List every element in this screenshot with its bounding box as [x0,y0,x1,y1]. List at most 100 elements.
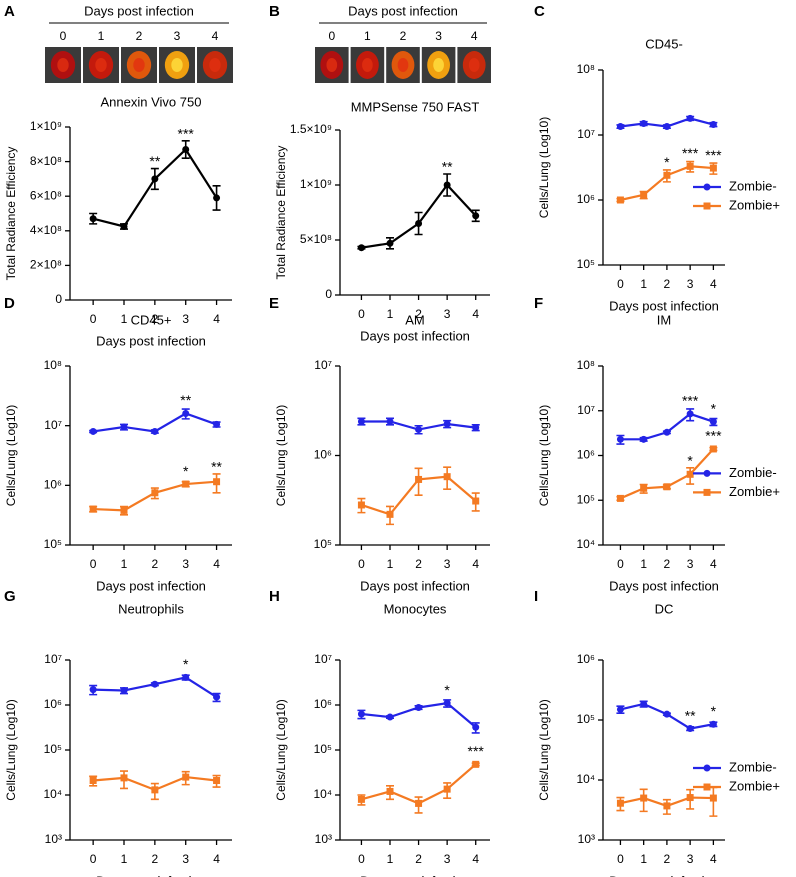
x-axis-label: Days post infection [609,578,719,593]
significance-label: *** [468,743,485,759]
y-tick-label: 10⁶ [577,652,595,666]
marker [640,794,648,802]
y-tick-label: 10⁵ [44,742,62,756]
image-strip-label: 4 [471,29,478,43]
x-tick-label: 4 [472,307,479,321]
y-axis-label: Cells/Lung (Log10) [274,699,288,800]
marker [120,687,128,695]
lung-signal-core [397,58,409,72]
marker [443,181,451,189]
marker [89,777,97,785]
marker [616,435,624,443]
marker [357,501,365,509]
lung-signal-core [57,58,69,72]
marker [151,680,159,688]
legend-label: Zombie+ [729,778,780,793]
image-strip-label: 1 [364,29,371,43]
significance-label: * [183,463,189,479]
y-tick-label: 10⁶ [577,448,595,462]
significance-label: ** [211,459,222,475]
marker [709,445,717,453]
x-tick-label: 2 [152,312,159,326]
significance-label: * [183,656,189,672]
x-tick-label: 2 [664,277,671,291]
marker [386,713,394,721]
x-tick-label: 1 [121,852,128,866]
panel-letter: G [4,588,16,605]
chart-title: Neutrophils [118,601,184,616]
marker [709,794,717,802]
marker [182,673,190,681]
marker [443,785,451,793]
legend-label: Zombie- [729,759,777,774]
significance-label: * [711,400,717,416]
marker [120,506,128,514]
marker [640,484,648,492]
significance-label: *** [705,147,722,163]
marker [443,473,451,481]
x-tick-label: 0 [358,852,365,866]
x-tick-label: 1 [387,557,394,571]
x-tick-label: 4 [213,557,220,571]
y-tick-label: 5×10⁸ [300,232,332,246]
x-tick-label: 4 [472,852,479,866]
x-tick-label: 0 [90,557,97,571]
chart-title: IM [657,312,671,327]
y-axis-label: Cells/Lung (Log10) [274,405,288,506]
y-tick-label: 10⁵ [577,492,595,506]
marker [686,114,694,122]
y-tick-label: 10⁶ [314,697,332,711]
y-tick-label: 10⁵ [314,742,332,756]
y-axis-label: Cells/Lung (Log10) [537,699,551,800]
y-tick-label: 4×10⁸ [30,223,62,237]
marker [663,802,671,810]
legend-marker [703,783,711,791]
panel-letter: E [269,295,279,312]
marker [472,760,480,768]
lung-signal-core [433,58,444,72]
marker [709,121,717,129]
lung-signal-core [468,58,480,72]
x-tick-label: 1 [121,312,128,326]
marker [616,196,624,204]
y-tick-label: 1.5×10⁹ [290,122,332,136]
panel-letter: C [534,3,545,20]
y-tick-label: 10⁴ [313,787,332,801]
x-axis-label: Days post infection [360,873,470,877]
marker [616,705,624,713]
significance-label: *** [682,145,699,161]
y-tick-label: 10⁸ [44,358,62,372]
significance-label: *** [682,393,699,409]
legend-marker [703,183,711,191]
marker [120,222,128,230]
marker [89,427,97,435]
marker [472,424,480,432]
x-tick-label: 4 [710,277,717,291]
lung-signal-core [362,58,373,72]
y-tick-label: 10⁵ [44,537,62,551]
y-tick-label: 10⁶ [577,192,595,206]
x-tick-label: 3 [444,557,451,571]
marker [472,723,480,731]
x-tick-label: 4 [472,557,479,571]
marker [663,710,671,718]
marker [415,799,423,807]
marker [443,420,451,428]
marker [663,171,671,179]
lung-signal-core [95,58,107,72]
marker [357,417,365,425]
y-tick-label: 10⁴ [576,537,595,551]
marker [386,239,394,247]
x-axis-label: Days post infection [96,873,206,877]
x-tick-label: 3 [687,852,694,866]
chart-title: DC [655,601,674,616]
marker [182,409,190,417]
lung-signal-core [209,58,221,72]
marker [709,720,717,728]
significance-label: ** [685,707,696,723]
y-tick-label: 6×10⁸ [30,188,62,202]
legend-label: Zombie+ [729,484,780,499]
y-tick-label: 10⁵ [577,712,595,726]
lung-signal-core [326,58,338,72]
